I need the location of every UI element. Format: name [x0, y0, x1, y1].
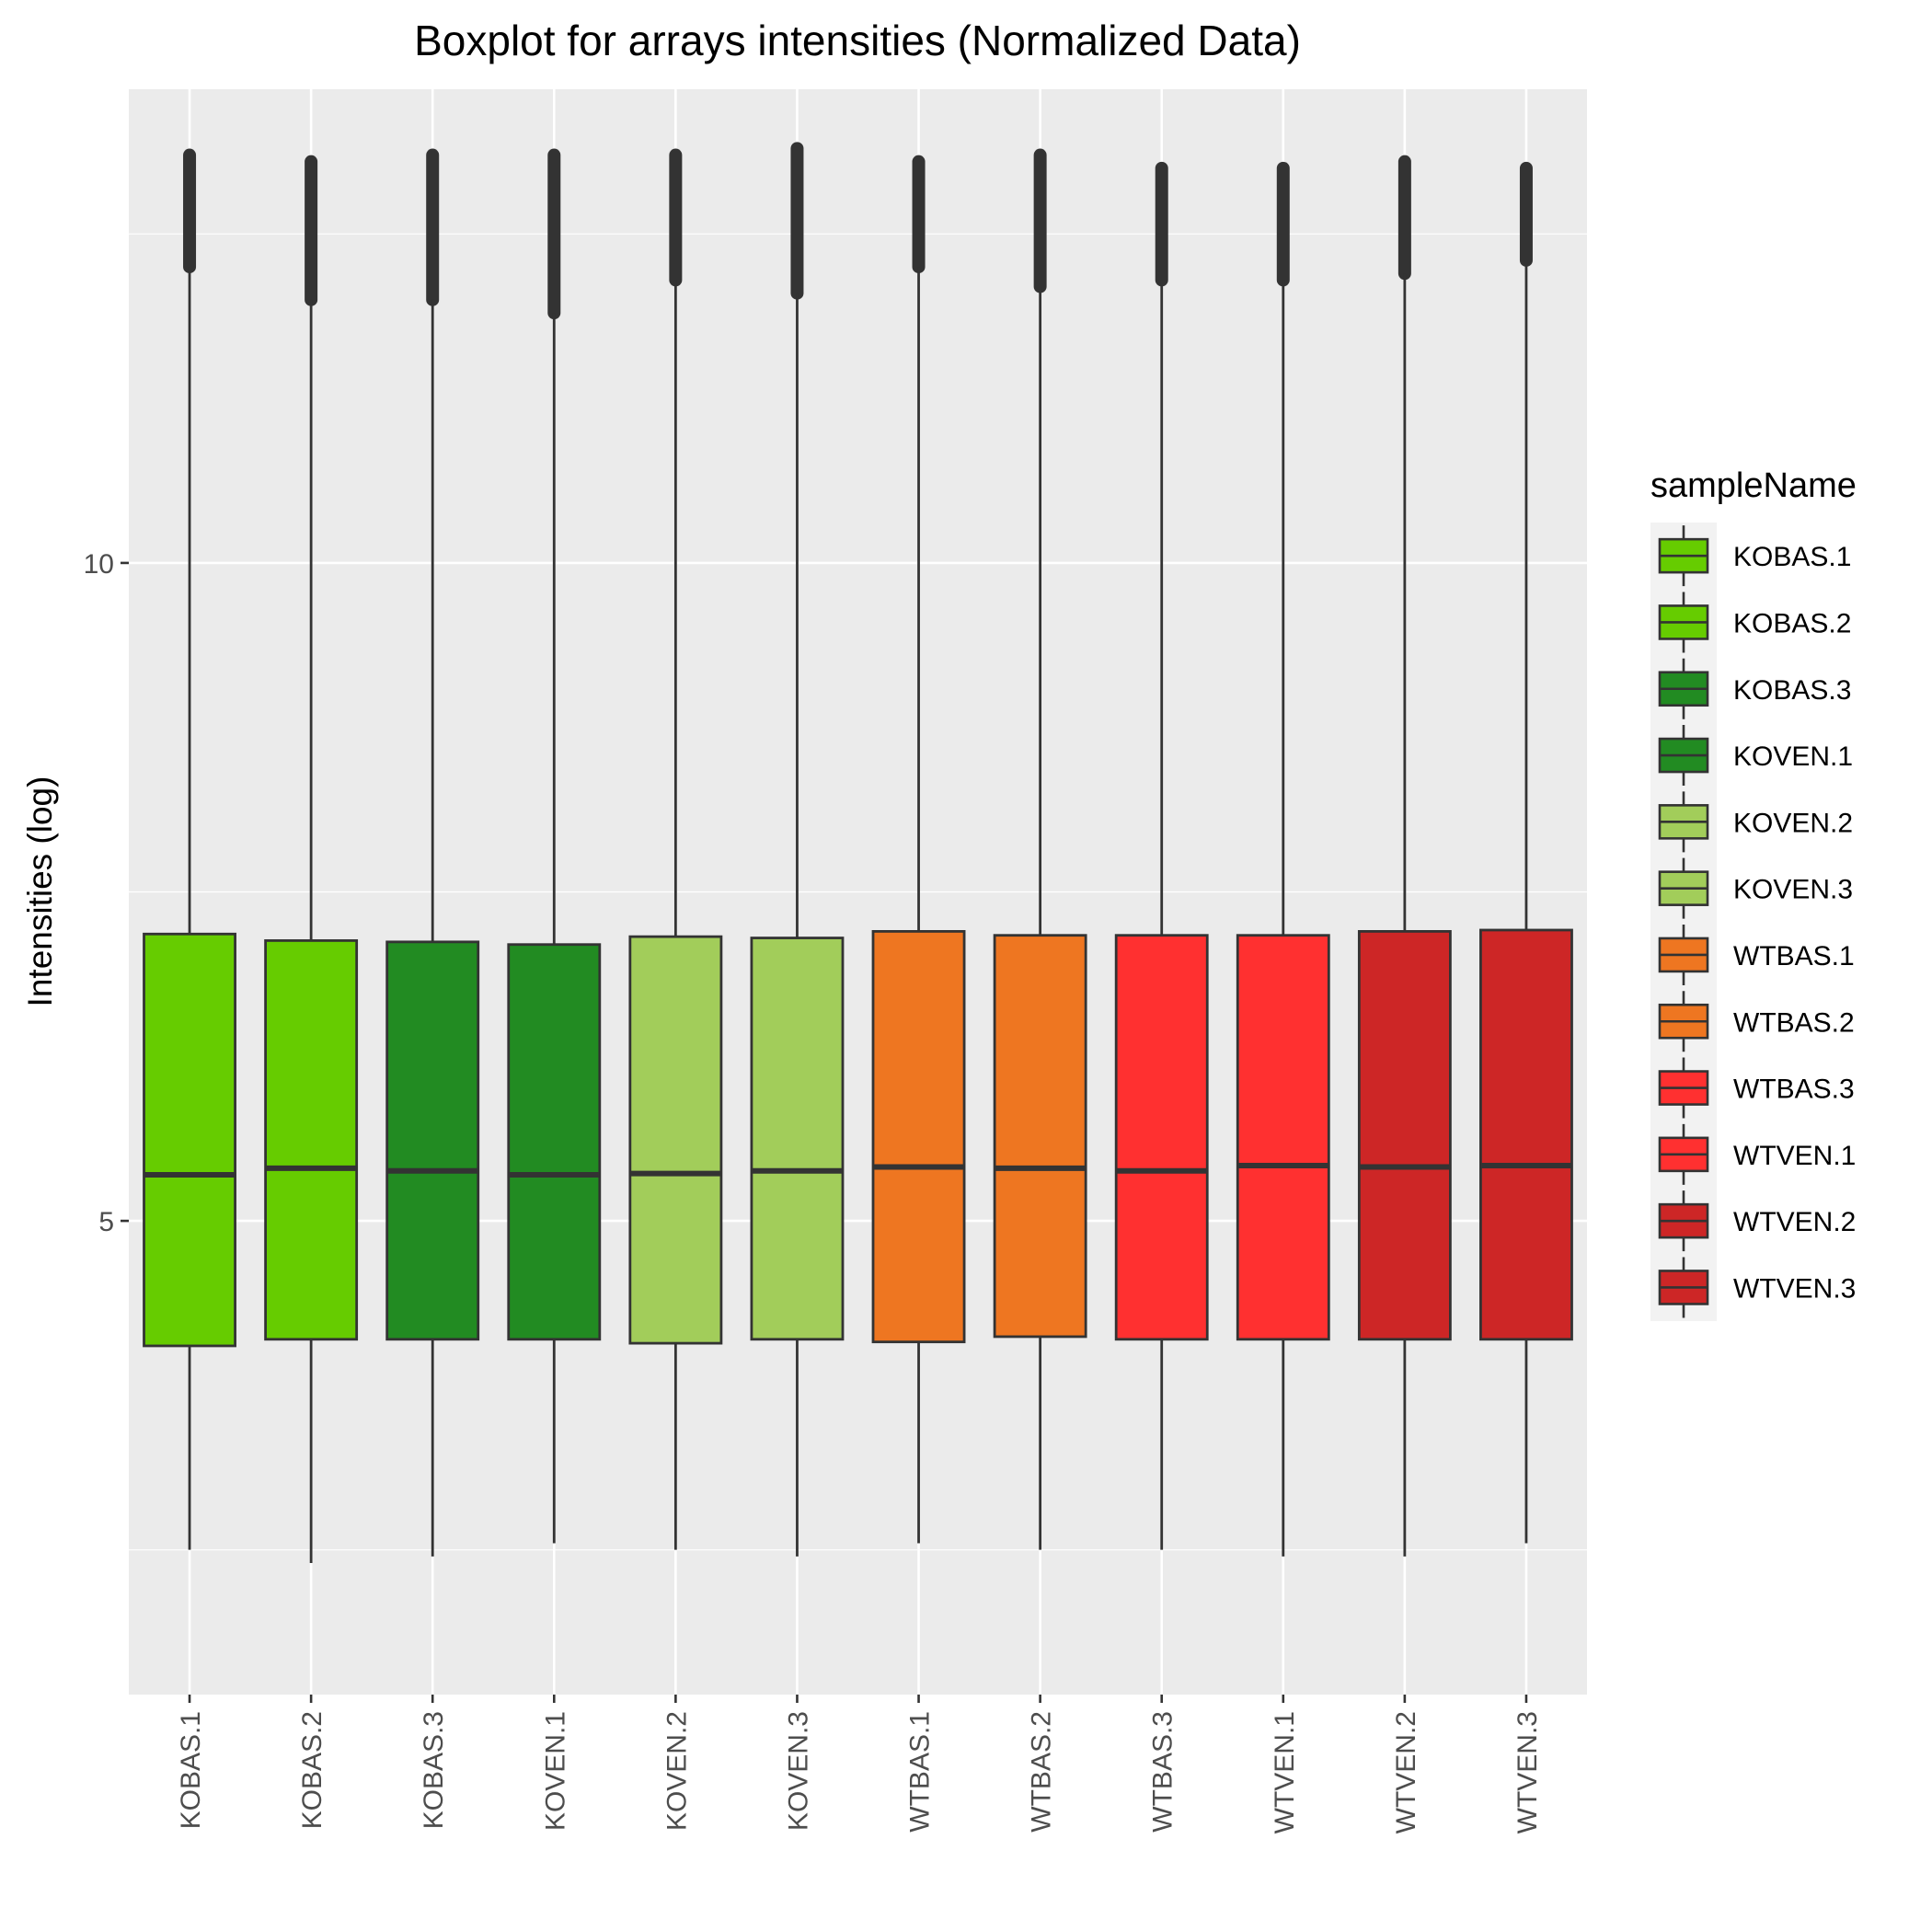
legend-label: WTBAS.1: [1733, 941, 1855, 971]
x-tick-label: KOVEN.1: [540, 1711, 570, 1831]
box-wtbas-3: [1114, 161, 1209, 1550]
chart-title: Boxplot for arrays intensities (Normaliz…: [414, 17, 1301, 64]
box-body: [1357, 930, 1452, 1341]
box-wtven-2: [1357, 155, 1452, 1557]
legend-item: WTVEN.3: [1658, 1257, 1856, 1318]
legend-label: KOBAS.1: [1733, 542, 1851, 572]
legend-label: WTVEN.1: [1733, 1141, 1856, 1171]
box-wtven-1: [1236, 161, 1330, 1557]
box-koven-1: [507, 148, 602, 1544]
box-layer: [143, 142, 1573, 1563]
legend-item: KOBAS.2: [1658, 592, 1851, 653]
box-body: [1479, 928, 1573, 1341]
legend-item: KOBAS.1: [1658, 525, 1851, 587]
legend-label: KOBAS.2: [1733, 608, 1851, 638]
legend-label: WTBAS.2: [1733, 1007, 1855, 1038]
x-tick-label: WTBAS.3: [1148, 1711, 1179, 1833]
legend-label: WTBAS.3: [1733, 1075, 1855, 1105]
x-tick-label: KOVEN.3: [783, 1711, 813, 1831]
x-tick-label: KOBAS.1: [176, 1711, 206, 1829]
legend-item: KOBAS.3: [1658, 658, 1851, 719]
x-tick-label: WTVEN.2: [1391, 1711, 1421, 1833]
x-tick-label: KOBAS.3: [419, 1711, 449, 1829]
y-axis-label: Intensities (log): [21, 776, 59, 1007]
x-tick-label: WTBAS.1: [905, 1711, 936, 1833]
legend-item: KOVEN.2: [1658, 791, 1853, 853]
box-body: [1114, 934, 1209, 1341]
box-body: [385, 940, 480, 1341]
legend-label: KOVEN.3: [1733, 875, 1853, 905]
legend-label: WTVEN.2: [1733, 1207, 1856, 1237]
legend-label: KOBAS.3: [1733, 675, 1851, 706]
legend-key-background: [1650, 523, 1717, 1321]
legend-item: WTBAS.1: [1658, 924, 1855, 985]
y-axis: 5 10: [84, 549, 129, 1237]
legend-label: KOVEN.2: [1733, 808, 1853, 838]
grid-minor: [129, 233, 1587, 1551]
y-tick-label: 5: [98, 1207, 114, 1237]
legend-title: sampleName: [1650, 466, 1857, 505]
box-koven-2: [628, 148, 723, 1550]
x-tick-label: KOVEN.2: [661, 1711, 692, 1831]
box-wtbas-2: [993, 148, 1087, 1550]
x-tick-label: WTVEN.3: [1512, 1711, 1543, 1833]
box-kobas-2: [264, 155, 359, 1563]
box-body: [507, 943, 602, 1341]
y-tick-label: 10: [84, 549, 114, 580]
x-axis: KOBAS.1 KOBAS.2 KOBAS.3 KOVEN.1 KOVEN.2 KOVEN…: [176, 1695, 1543, 1833]
legend-item: WTBAS.2: [1658, 991, 1855, 1052]
box-body: [993, 934, 1087, 1339]
legend-item: WTBAS.3: [1658, 1057, 1855, 1119]
box-body: [1236, 934, 1330, 1341]
legend-items: KOBAS.1 KOBAS.2 KOBAS.3 KOVEN.1 KOVEN.2 KOVEN…: [1658, 525, 1856, 1318]
x-tick-label: WTBAS.2: [1027, 1711, 1057, 1833]
legend-item: KOVEN.3: [1658, 857, 1853, 919]
box-wtven-3: [1479, 161, 1573, 1544]
legend-label: WTVEN.3: [1733, 1273, 1856, 1304]
box-body: [750, 937, 845, 1341]
box-body: [628, 935, 723, 1345]
box-kobas-1: [143, 148, 236, 1550]
box-koven-3: [750, 142, 845, 1557]
x-tick-label: WTVEN.1: [1270, 1711, 1300, 1833]
box-body: [264, 939, 359, 1341]
box-body: [143, 932, 236, 1348]
box-kobas-3: [385, 148, 480, 1557]
legend-item: WTVEN.1: [1658, 1123, 1856, 1185]
x-tick-label: KOBAS.2: [297, 1711, 328, 1829]
box-wtbas-1: [871, 155, 966, 1544]
legend-item: WTVEN.2: [1658, 1190, 1856, 1252]
box-body: [871, 930, 966, 1344]
legend-item: KOVEN.1: [1658, 725, 1853, 787]
legend: sampleName KOBAS.1KOBAS.2KOBAS.3KOVEN.1K…: [1650, 466, 1857, 1321]
legend-label: KOVEN.1: [1733, 741, 1853, 772]
